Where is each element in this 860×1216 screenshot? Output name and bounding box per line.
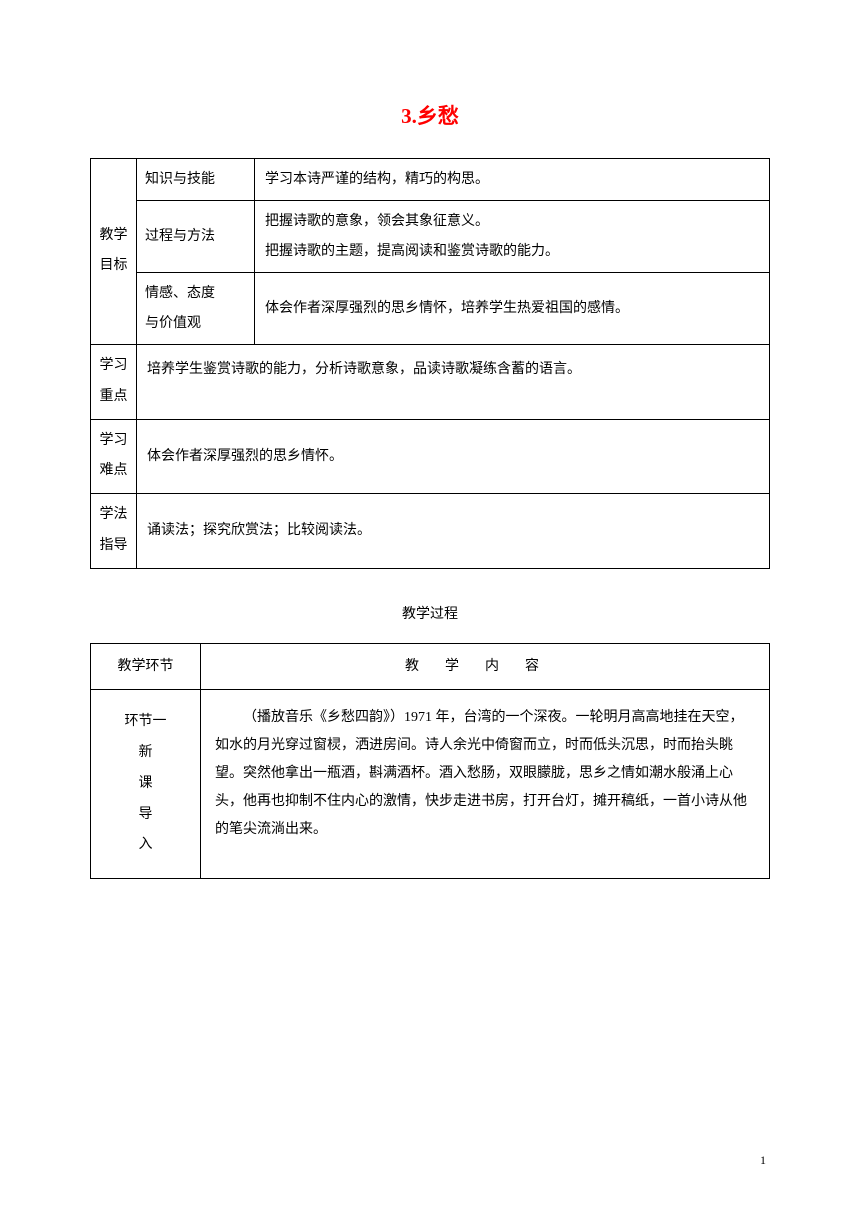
focus-line1: 学习 (93, 351, 134, 382)
stage-line-3: 课 (95, 769, 196, 800)
process-line2: 把握诗歌的主题，提高阅读和鉴赏诗歌的能力。 (265, 237, 759, 266)
stage-line-2: 新 (95, 738, 196, 769)
cell-knowledge-content: 学习本诗严谨的结构，精巧的构思。 (255, 159, 770, 201)
cell-process-content: 把握诗歌的意象，领会其象征意义。 把握诗歌的主题，提高阅读和鉴赏诗歌的能力。 (255, 201, 770, 273)
procedure-table: 教学环节 教学内容 环节一 新 课 导 入 （播放音乐《乡愁四韵》）1971 年… (90, 643, 770, 879)
cell-knowledge-skill: 知识与技能 (137, 159, 255, 201)
cell-emotion-attitude: 情感、态度 与价值观 (137, 273, 255, 345)
emotion-line1: 情感、态度 (145, 279, 246, 308)
stage-content: （播放音乐《乡愁四韵》）1971 年，台湾的一个深夜。一轮明月高高地挂在天空，如… (201, 690, 770, 879)
method-line2: 指导 (93, 531, 134, 562)
row-label-method: 学法 指导 (91, 494, 137, 569)
intro-paragraph: （播放音乐《乡愁四韵》）1971 年，台湾的一个深夜。一轮明月高高地挂在天空，如… (215, 704, 755, 844)
cell-emotion-content: 体会作者深厚强烈的思乡情怀，培养学生热爱祖国的感情。 (255, 273, 770, 345)
stage-line-5: 入 (95, 830, 196, 861)
method-line1: 学法 (93, 500, 134, 531)
procedure-title: 教学过程 (90, 603, 770, 623)
row-label-objective: 教学目标 (91, 159, 137, 345)
page-title: 3.乡愁 (90, 100, 770, 130)
cell-method-content: 诵读法；探究欣赏法；比较阅读法。 (137, 494, 770, 569)
row-label-difficulty: 学习 难点 (91, 419, 137, 494)
header-stage: 教学环节 (91, 643, 201, 689)
cell-focus-content: 培养学生鉴赏诗歌的能力，分析诗歌意象，品读诗歌凝练含蓄的语言。 (137, 344, 770, 419)
stage-line-4: 导 (95, 800, 196, 831)
objectives-table: 教学目标 知识与技能 学习本诗严谨的结构，精巧的构思。 过程与方法 把握诗歌的意… (90, 158, 770, 569)
focus-line2: 重点 (93, 382, 134, 413)
row-label-focus: 学习 重点 (91, 344, 137, 419)
emotion-line2: 与价值观 (145, 309, 246, 338)
cell-process-method: 过程与方法 (137, 201, 255, 273)
page-number: 1 (760, 1153, 766, 1168)
difficulty-line1: 学习 (93, 426, 134, 457)
process-line1: 把握诗歌的意象，领会其象征意义。 (265, 207, 759, 236)
stage-line-1: 环节一 (95, 707, 196, 738)
stage-cell: 环节一 新 课 导 入 (91, 690, 201, 879)
cell-difficulty-content: 体会作者深厚强烈的思乡情怀。 (137, 419, 770, 494)
difficulty-line2: 难点 (93, 456, 134, 487)
header-content: 教学内容 (201, 643, 770, 689)
